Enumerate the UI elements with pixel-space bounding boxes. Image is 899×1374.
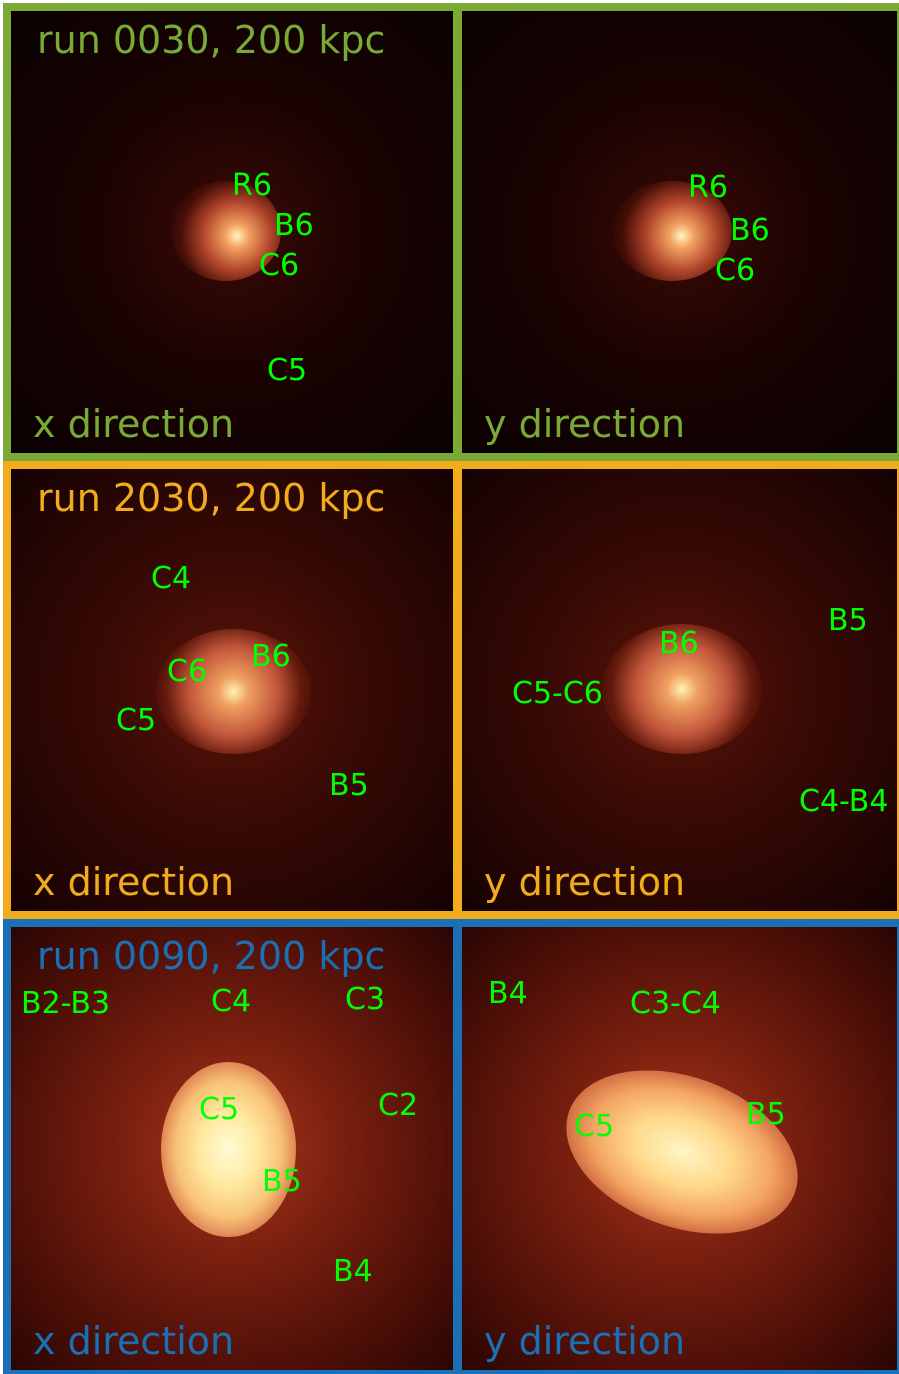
label-c4: C4	[151, 561, 192, 596]
run-title: run 0090, 200 kpc	[37, 934, 386, 978]
cluster-core	[161, 1062, 296, 1237]
row-divider	[453, 461, 462, 919]
label-b6: B6	[251, 639, 291, 674]
direction-label: x direction	[33, 402, 235, 446]
row-divider	[453, 3, 462, 461]
label-c6: C6	[715, 253, 756, 288]
label-b4: B4	[488, 976, 528, 1011]
cluster-core	[612, 181, 732, 281]
label-c5: C5	[116, 703, 157, 738]
label-c5: C5	[199, 1092, 240, 1127]
label-r6: R6	[232, 168, 272, 203]
label-b4: B4	[333, 1254, 373, 1289]
label-c5: C5	[574, 1109, 615, 1144]
direction-label: y direction	[484, 860, 686, 904]
label-b2-b3: B2-B3	[21, 986, 111, 1021]
direction-label: x direction	[33, 1319, 235, 1363]
label-c3: C3	[345, 982, 386, 1017]
row-run-2030: run 2030, 200 kpc C4 C6 B6 C5 B5 x direc…	[3, 461, 899, 919]
label-c5: C5	[267, 353, 308, 388]
panel-0030-y: R6 B6 C6 y direction	[462, 11, 897, 453]
cluster-core	[543, 1040, 821, 1264]
label-b6: B6	[730, 213, 770, 248]
panel-0090-x: run 0090, 200 kpc B2-B3 C4 C3 C2 C5 B5 B…	[11, 927, 453, 1370]
direction-label: y direction	[484, 1319, 686, 1363]
label-b5: B5	[746, 1097, 786, 1132]
label-b5: B5	[262, 1164, 302, 1199]
panel-2030-y: B5 B6 C5-C6 C4-B4 y direction	[462, 469, 897, 911]
row-run-0090: run 0090, 200 kpc B2-B3 C4 C3 C2 C5 B5 B…	[3, 919, 899, 1374]
label-c5-c6: C5-C6	[512, 676, 603, 711]
run-title: run 2030, 200 kpc	[37, 476, 386, 520]
row-run-0030: run 0030, 200 kpc R6 B6 C6 C5 x directio…	[3, 3, 899, 461]
label-b6: B6	[659, 626, 699, 661]
direction-label: x direction	[33, 860, 235, 904]
label-r6: R6	[688, 170, 728, 205]
direction-label: y direction	[484, 402, 686, 446]
label-b5: B5	[828, 603, 868, 638]
label-c4-b4: C4-B4	[799, 784, 889, 819]
label-c6: C6	[167, 654, 208, 689]
cluster-core	[156, 629, 311, 754]
run-title: run 0030, 200 kpc	[37, 18, 386, 62]
panel-0030-x: run 0030, 200 kpc R6 B6 C6 C5 x directio…	[11, 11, 453, 453]
cluster-core	[602, 624, 762, 754]
label-c2: C2	[378, 1088, 419, 1123]
label-b5: B5	[329, 768, 369, 803]
panel-2030-x: run 2030, 200 kpc C4 C6 B6 C5 B5 x direc…	[11, 469, 453, 911]
label-c3-c4: C3-C4	[630, 986, 721, 1021]
cluster-core	[171, 181, 281, 281]
label-c6: C6	[259, 248, 300, 283]
row-divider	[453, 919, 462, 1374]
label-c4: C4	[211, 984, 252, 1019]
panel-0090-y: B4 C3-C4 C5 B5 y direction	[462, 927, 897, 1370]
label-b6: B6	[274, 208, 314, 243]
